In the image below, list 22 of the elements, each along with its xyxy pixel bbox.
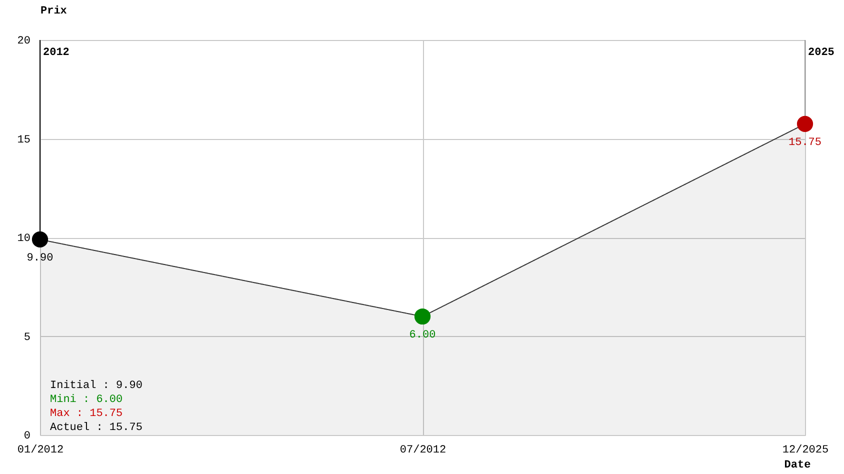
point <box>32 231 48 248</box>
data-label: 9.90 <box>26 252 54 264</box>
y-tick-label: 5 <box>24 332 30 344</box>
ref-line-label: 2025 <box>808 47 835 59</box>
data-label: 6.00 <box>409 330 436 342</box>
data-label: 15.75 <box>788 136 822 149</box>
annotation: Initial : 9.90 <box>50 380 142 392</box>
annotation: Mini : 6.00 <box>50 394 123 406</box>
x-tick-label: 12/2025 <box>782 444 829 456</box>
point <box>414 308 431 325</box>
x-axis-title: Date <box>784 460 812 472</box>
x-tick-label: 07/2012 <box>400 444 446 456</box>
y-tick-label: 15 <box>17 134 30 146</box>
annotation: Max : 15.75 <box>50 408 123 420</box>
y-tick-label: 0 <box>24 430 30 442</box>
x-tick-label: 01/2012 <box>17 444 64 456</box>
y-tick-label: 20 <box>17 36 30 48</box>
point <box>796 116 814 132</box>
y-axis-title: Prix <box>40 6 68 18</box>
annotation: Actuel : 15.75 <box>50 422 142 434</box>
y-tick-label: 10 <box>17 233 30 245</box>
ref-line-label: 2012 <box>43 47 70 59</box>
